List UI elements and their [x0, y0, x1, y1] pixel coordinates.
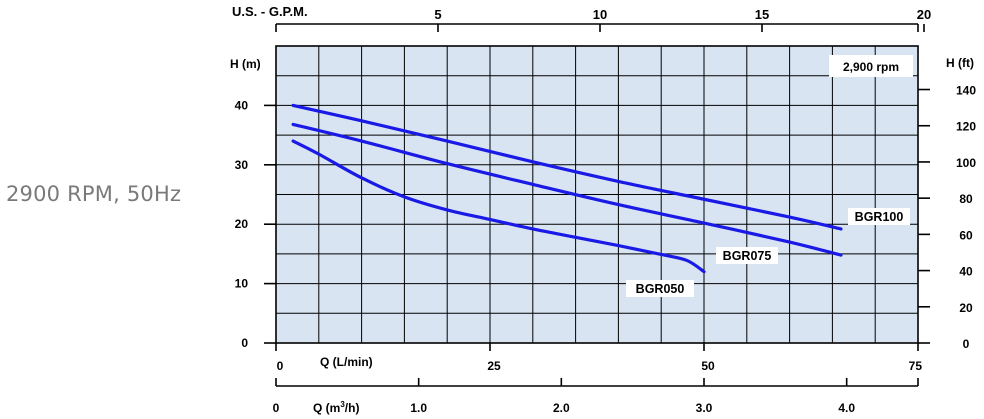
curve-bgr075	[291, 122, 843, 257]
flow-m3h-tick-label: 4.0	[838, 401, 855, 415]
flow-lpm-tick-label: 75	[909, 359, 923, 373]
head-m-tick-label: 30	[235, 158, 249, 172]
axes: U.S. - G.P.M. 5 10 15 20 H (m) 0 10 20 30 40 H (ft)…	[230, 4, 976, 415]
flow-m3h-tick-label: 0	[273, 401, 280, 415]
gpm-tick-label: 15	[755, 7, 769, 22]
flow-lpm-axis-label: Q (L/min)	[320, 355, 373, 369]
curve-bgr100	[291, 103, 843, 231]
flow-m3h-axis-label: Q (m3/h)	[313, 400, 359, 415]
curves	[291, 103, 843, 274]
curve-label-box	[626, 280, 694, 297]
curve-label-bgr075: BGR075	[723, 249, 772, 263]
gpm-tick-label: 20	[917, 7, 931, 22]
head-m-tick-label: 40	[235, 98, 249, 112]
flow-lpm-tick-label: 0	[277, 359, 284, 373]
flow-m3h-tick-label: 3.0	[696, 401, 713, 415]
head-ft-tick-label: 40	[959, 265, 973, 279]
curve-bgr050	[291, 139, 706, 274]
head-ft-tick-label: 120	[956, 120, 976, 134]
curve-label-bgr050: BGR050	[636, 282, 685, 296]
curve-labels: BGR100 BGR075 BGR050	[626, 208, 910, 297]
head-ft-tick-label: 60	[959, 228, 973, 242]
head-m-tick-label: 10	[235, 277, 249, 291]
head-ft-axis-label: H (ft)	[946, 56, 974, 70]
flow-lpm-tick-label: 25	[487, 359, 501, 373]
gpm-axis-label: U.S. - G.P.M.	[232, 4, 308, 19]
rpm-label: 2,900 rpm	[843, 60, 899, 74]
flow-lpm-tick-label: 50	[701, 359, 715, 373]
gpm-tick-label: 5	[434, 7, 441, 22]
flow-m3h-tick-label: 2.0	[553, 401, 570, 415]
gpm-tick-label: 10	[593, 7, 607, 22]
head-ft-tick-label: 20	[959, 301, 973, 315]
head-ft-tick-label: 80	[959, 192, 973, 206]
head-ft-tick-label: 0	[963, 337, 970, 351]
rpm-frequency-caption: 2900 RPM, 50Hz	[6, 182, 182, 206]
curve-label-box	[848, 208, 910, 225]
head-m-tick-label: 20	[235, 217, 249, 231]
flow-m3h-tick-label: 1.0	[410, 401, 427, 415]
plot-frame	[275, 45, 919, 344]
head-m-tick-label: 0	[241, 336, 248, 350]
head-m-axis-label: H (m)	[230, 57, 261, 71]
curve-label-bgr100: BGR100	[855, 210, 904, 224]
rpm-label-box	[829, 55, 913, 77]
head-ft-tick-label: 140	[956, 84, 976, 98]
head-ft-tick-label: 100	[956, 156, 976, 170]
curve-label-box	[716, 247, 778, 264]
